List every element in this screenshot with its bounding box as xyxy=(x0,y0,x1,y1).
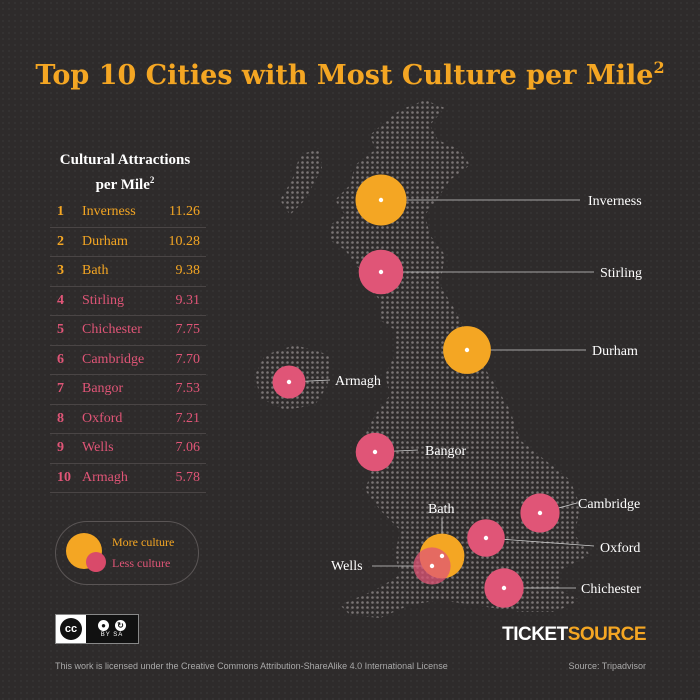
map-label-bath: Bath xyxy=(428,502,454,517)
title-superscript: 2 xyxy=(653,58,665,77)
table-row: 5 Chichester 7.75 xyxy=(50,316,206,346)
map-label-wells: Wells xyxy=(331,559,363,574)
row-city: Oxford xyxy=(82,410,123,426)
table-heading-line1: Cultural Attractions xyxy=(59,152,191,168)
western-isles-shape xyxy=(280,148,322,215)
row-city: Chichester xyxy=(82,322,142,337)
creative-commons-badge[interactable]: cc ● ↻ BY SA xyxy=(55,614,139,644)
row-city: Bangor xyxy=(82,381,124,396)
table-heading: Cultural Attractions per Mile2 xyxy=(40,150,210,195)
table-row: 4 Stirling 9.31 xyxy=(50,287,206,316)
page-title: Top 10 Cities with Most Culture per Mile… xyxy=(0,58,700,91)
row-value: 7.21 xyxy=(175,410,201,426)
row-value: 7.75 xyxy=(175,322,201,337)
row-rank: 7 xyxy=(57,381,64,396)
legend-less-label: Less culture xyxy=(112,556,171,570)
source-text: Source: Tripadvisor xyxy=(568,661,646,671)
license-text[interactable]: This work is licensed under the Creative… xyxy=(55,661,448,671)
map-label-inverness: Inverness xyxy=(588,194,642,209)
share-alike-icon: ↻ xyxy=(115,620,126,631)
table-heading-superscript: 2 xyxy=(149,175,155,185)
row-value: 9.38 xyxy=(175,263,201,278)
row-rank: 1 xyxy=(57,204,64,219)
row-value: 10.28 xyxy=(168,233,201,249)
bubble-center-chichester xyxy=(501,585,507,591)
cc-icon: cc xyxy=(60,618,82,640)
table-heading-line2: per Mile2 xyxy=(40,170,210,195)
logo-part2: SOURCE xyxy=(567,624,647,645)
legend-less-swatch xyxy=(86,552,106,572)
row-rank: 5 xyxy=(57,322,64,337)
row-rank: 4 xyxy=(57,292,64,308)
row-city: Bath xyxy=(82,263,109,278)
row-rank: 9 xyxy=(57,440,64,455)
table-row: 3 Bath 9.38 xyxy=(50,257,206,287)
map-label-chichester: Chichester xyxy=(581,582,641,597)
cc-strip: ● ↻ BY SA xyxy=(86,615,138,643)
bubble-center-wells xyxy=(429,563,435,569)
logo-part1: TICKET xyxy=(502,624,568,645)
by-person-icon: ● xyxy=(98,620,109,631)
row-city: Wells xyxy=(82,440,114,455)
bubble-center-bath xyxy=(439,553,445,559)
title-text: Top 10 Cities with Most Culture per Mile xyxy=(35,60,654,91)
row-city: Cambridge xyxy=(82,351,145,367)
map-label-armagh: Armagh xyxy=(335,374,381,389)
bubble-center-inverness xyxy=(378,197,384,203)
row-city: Stirling xyxy=(82,292,125,308)
row-value: 7.53 xyxy=(175,381,201,396)
row-city: Armagh xyxy=(82,469,128,485)
bubble-center-armagh xyxy=(286,379,292,385)
row-value: 11.26 xyxy=(169,204,200,219)
map-label-cambridge: Cambridge xyxy=(578,497,640,512)
cc-by-label: BY xyxy=(100,632,111,638)
bubble-center-durham xyxy=(464,347,470,353)
map-label-durham: Durham xyxy=(592,344,638,359)
table-heading-line2-text: per Mile xyxy=(95,177,150,193)
row-rank: 3 xyxy=(57,263,64,278)
row-value: 5.78 xyxy=(175,469,201,485)
row-city: Inverness xyxy=(82,204,136,219)
row-value: 7.06 xyxy=(175,440,201,455)
legend-more-label: More culture xyxy=(112,535,175,549)
row-rank: 8 xyxy=(57,410,64,426)
row-city: Durham xyxy=(82,233,128,249)
row-rank: 10 xyxy=(57,469,71,485)
row-rank: 2 xyxy=(57,233,64,249)
ranking-table: 1 Inverness 11.26 2 Durham 10.28 3 Bath 9.38 4 Sti… xyxy=(50,198,206,493)
map-label-oxford: Oxford xyxy=(600,541,640,556)
bubble-center-oxford xyxy=(483,535,489,541)
ticketsource-logo: TICKETSOURCE xyxy=(502,624,646,646)
row-value: 7.70 xyxy=(175,351,201,367)
map-label-bangor: Bangor xyxy=(425,444,467,459)
table-row: 8 Oxford 7.21 xyxy=(50,405,206,434)
map-label-stirling: Stirling xyxy=(600,266,642,281)
bubble-center-bangor xyxy=(372,449,378,455)
row-rank: 6 xyxy=(57,351,64,367)
cc-sa-label: SA xyxy=(113,632,124,638)
bubble-center-cambridge xyxy=(537,510,543,516)
table-row: 7 Bangor 7.53 xyxy=(50,375,206,405)
bubble-center-stirling xyxy=(378,269,384,275)
table-row: 9 Wells 7.06 xyxy=(50,434,206,464)
table-row: 10 Armagh 5.78 xyxy=(50,464,206,493)
table-row: 1 Inverness 11.26 xyxy=(50,198,206,228)
legend: More culture Less culture xyxy=(55,521,199,585)
table-row: 2 Durham 10.28 xyxy=(50,228,206,257)
row-value: 9.31 xyxy=(175,292,201,308)
table-row: 6 Cambridge 7.70 xyxy=(50,346,206,375)
